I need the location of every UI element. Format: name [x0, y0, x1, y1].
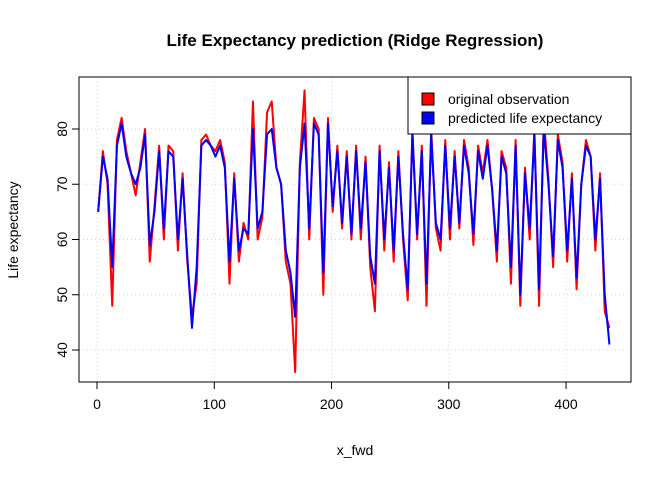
- series-line: [97, 122, 611, 345]
- x-tick-label: 200: [320, 396, 344, 412]
- legend-label: predicted life expectancy: [448, 110, 602, 126]
- y-axis-label: Life expectancy: [5, 181, 21, 278]
- legend-swatch: [421, 111, 435, 125]
- y-tick-label: 80: [54, 121, 70, 137]
- y-tick-label: 40: [54, 342, 70, 358]
- chart-title: Life Expectancy prediction (Ridge Regres…: [167, 31, 544, 50]
- y-tick-label: 70: [54, 176, 70, 192]
- y-tick-label: 60: [54, 232, 70, 248]
- x-axis-label: x_fwd: [337, 442, 374, 458]
- legend-swatch: [421, 92, 435, 106]
- legend-box: [407, 76, 632, 135]
- legend-label: original observation: [448, 91, 569, 107]
- x-tick-label: 300: [437, 396, 461, 412]
- y-tick-label: 50: [54, 287, 70, 303]
- x-tick-label: 400: [554, 396, 578, 412]
- x-tick-label: 100: [203, 396, 227, 412]
- x-tick-label: 0: [93, 396, 101, 412]
- plot-frame: [78, 76, 632, 383]
